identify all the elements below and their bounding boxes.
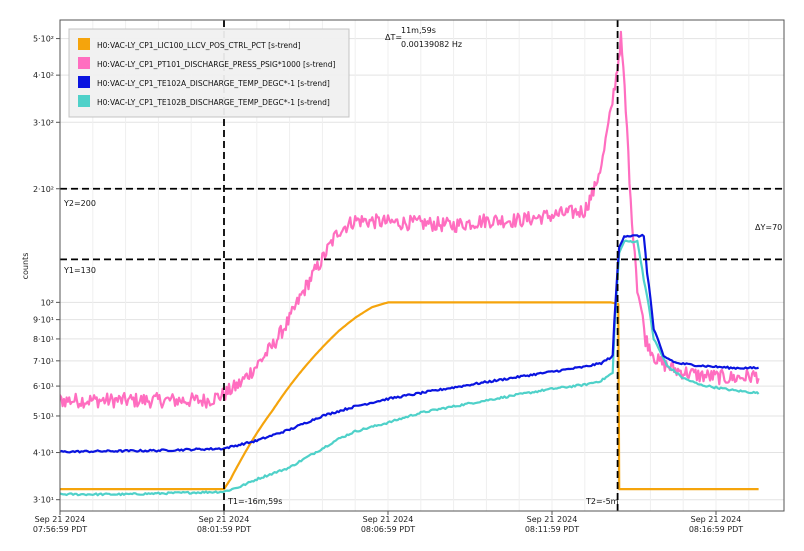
- legend-box: [68, 28, 350, 118]
- legend[interactable]: H0:VAC-LY_CP1_LIC100_LLCV_POS_CTRL_PCT […: [68, 28, 350, 118]
- delta-y-label: ΔY=70: [755, 223, 782, 232]
- legend-label: H0:VAC-LY_CP1_TE102B_DISCHARGE_TEMP_DEGC…: [97, 98, 330, 107]
- legend-item[interactable]: H0:VAC-LY_CP1_TE102A_DISCHARGE_TEMP_DEGC…: [78, 76, 330, 88]
- series-line: [60, 30, 760, 409]
- series-line: [60, 239, 760, 497]
- legend-item[interactable]: H0:VAC-LY_CP1_TE102B_DISCHARGE_TEMP_DEGC…: [78, 95, 330, 107]
- y-tick-label: 3·10²: [33, 118, 54, 127]
- cursor-readouts: T1=-16m,59s T2=-5m Y1=130 Y2=200 ΔT= 11m…: [63, 26, 782, 506]
- y-tick-label: 9·10¹: [33, 316, 54, 325]
- x-tick-label: Sep 21 2024: [35, 515, 86, 524]
- series-lines: [60, 30, 760, 497]
- y-axis-ticks: 3·10¹ 4·10¹ 5·10¹ 6·10¹ 7·10¹ 8·10¹ 9·10¹ 10² 2·…: [33, 35, 60, 505]
- y-tick-label: 7·10¹: [33, 357, 54, 366]
- y-tick-label: 10²: [41, 298, 54, 307]
- t1-label: T1=-16m,59s: [227, 497, 282, 506]
- y-tick-label: 6·10¹: [33, 382, 54, 391]
- x-tick-label: Sep 21 2024: [363, 515, 414, 524]
- plot-frame: [59, 19, 785, 512]
- x-tick-label: 08:06:59 PDT: [361, 525, 415, 534]
- legend-item[interactable]: H0:VAC-LY_CP1_LIC100_LLCV_POS_CTRL_PCT […: [78, 38, 301, 50]
- y-tick-label: 4·10¹: [33, 449, 54, 458]
- x-tick-label: Sep 21 2024: [691, 515, 742, 524]
- x-tick-label: Sep 21 2024: [199, 515, 250, 524]
- y-tick-label: 4·10²: [33, 71, 54, 80]
- y2-label: Y2=200: [63, 199, 96, 208]
- legend-label: H0:VAC-LY_CP1_PT101_DISCHARGE_PRESS_PSIG…: [97, 60, 336, 69]
- x-tick-label: 08:16:59 PDT: [689, 525, 743, 534]
- legend-item[interactable]: H0:VAC-LY_CP1_PT101_DISCHARGE_PRESS_PSIG…: [78, 57, 336, 69]
- x-tick-label: 08:11:59 PDT: [525, 525, 579, 534]
- y-tick-label: 2·10²: [33, 185, 54, 194]
- legend-label: H0:VAC-LY_CP1_TE102A_DISCHARGE_TEMP_DEGC…: [97, 79, 330, 88]
- legend-swatch: [78, 76, 90, 88]
- y-tick-label: 3·10¹: [33, 496, 54, 505]
- delta-t-label: ΔT=: [385, 33, 402, 42]
- series-line: [60, 301, 759, 491]
- y-tick-label: 5·10¹: [33, 412, 54, 421]
- x-tick-label: 08:01:59 PDT: [197, 525, 251, 534]
- y-tick-label: 8·10¹: [33, 335, 54, 344]
- legend-label: H0:VAC-LY_CP1_LIC100_LLCV_POS_CTRL_PCT […: [97, 41, 301, 50]
- y1-label: Y1=130: [63, 266, 96, 275]
- x-tick-label: Sep 21 2024: [527, 515, 578, 524]
- delta-t-value: 11m,59s: [401, 26, 436, 35]
- t2-label: T2=-5m: [585, 497, 619, 506]
- x-tick-label: 07:56:59 PDT: [33, 525, 87, 534]
- y-tick-label: 5·10²: [33, 35, 54, 44]
- legend-swatch: [78, 95, 90, 107]
- legend-swatch: [78, 38, 90, 50]
- legend-swatch: [78, 57, 90, 69]
- y-axis-label: counts: [21, 253, 30, 280]
- series-line: [60, 233, 759, 454]
- delta-t-frequency: 0.00139082 Hz: [401, 40, 462, 49]
